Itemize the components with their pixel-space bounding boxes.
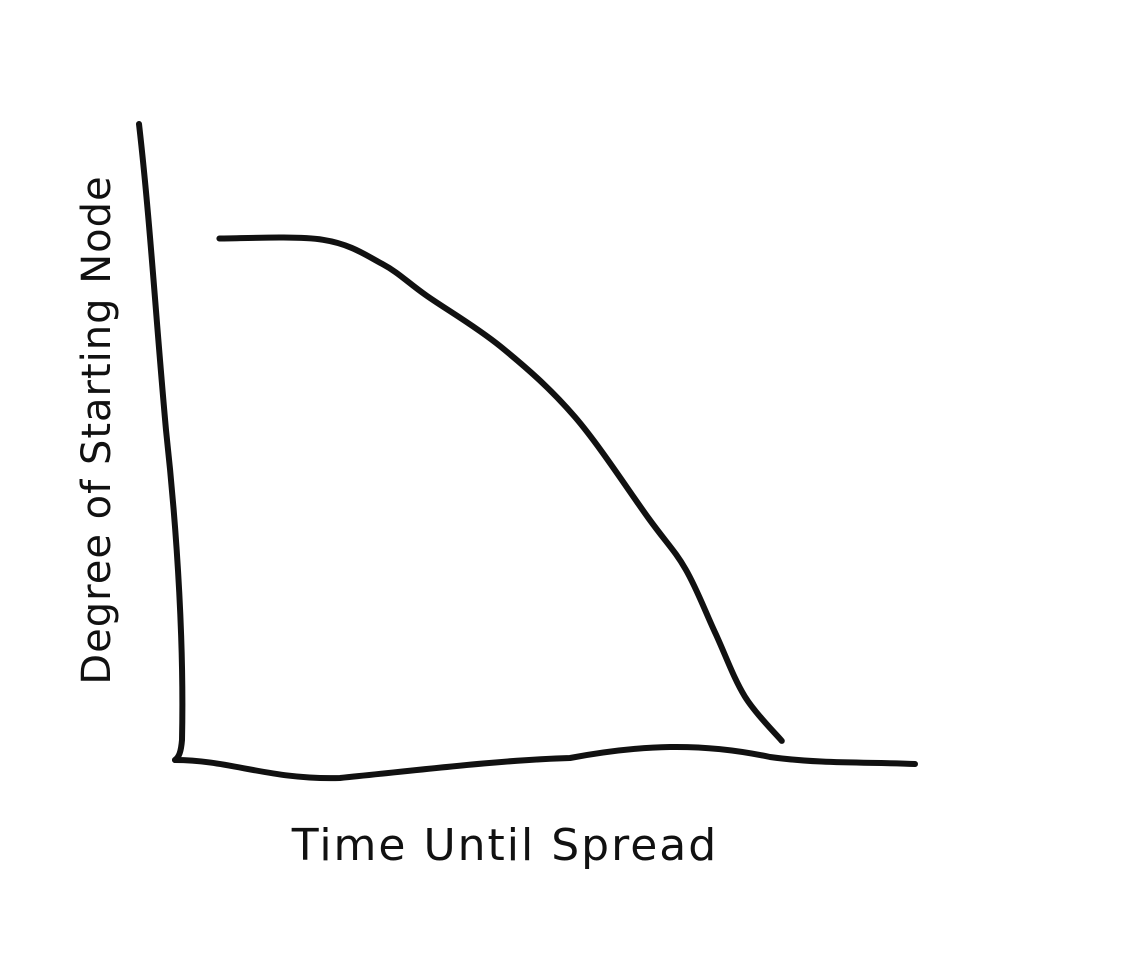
- x-axis-line: [172, 743, 918, 782]
- y-axis-label: Degree of Starting Node: [74, 175, 120, 684]
- series-group: [216, 234, 785, 744]
- y-axis-line: [136, 121, 186, 763]
- series-line-0: [216, 234, 785, 744]
- x-axis-label: Time Until Spread: [291, 820, 718, 871]
